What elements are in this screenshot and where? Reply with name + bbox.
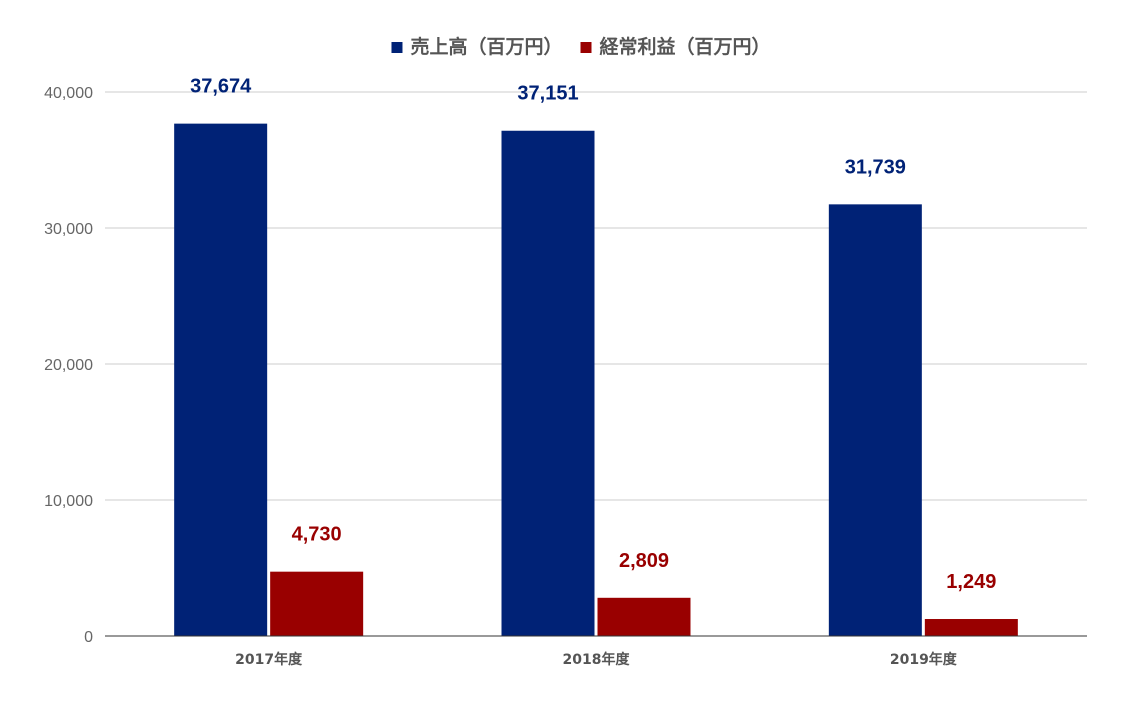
legend-label: 売上高（百万円）	[410, 35, 562, 58]
x-axis: 2017年度 2018年度 2019年度	[235, 651, 958, 668]
y-tick-label: 30,000	[44, 221, 93, 238]
grid	[105, 91, 1087, 501]
data-label: 37,151	[517, 83, 578, 105]
bar	[270, 571, 364, 636]
data-label: 31,739	[845, 156, 906, 178]
y-tick-label: 40,000	[44, 85, 93, 102]
y-axis: 0 10,000 20,000 30,000 40,000	[44, 85, 93, 646]
legend: 売上高（百万円） 経常利益（百万円）	[391, 35, 771, 58]
legend-label: 経常利益（百万円）	[600, 35, 771, 58]
data-label: 1,249	[946, 571, 996, 593]
data-label: 2,809	[619, 550, 669, 572]
x-tick-label: 2018年度	[563, 651, 631, 668]
bar	[501, 130, 595, 636]
data-label: 37,674	[190, 76, 252, 98]
bar	[828, 204, 922, 636]
x-tick-label: 2017年度	[235, 651, 303, 668]
legend-item: 売上高（百万円）	[391, 35, 563, 58]
y-tick-label: 20,000	[44, 357, 93, 374]
y-tick-label: 10,000	[44, 493, 93, 510]
legend-swatch	[391, 42, 403, 53]
y-tick-label: 0	[84, 629, 93, 646]
legend-swatch	[580, 42, 592, 53]
x-tick-label: 2019年度	[890, 651, 958, 668]
legend-item: 経常利益（百万円）	[580, 35, 771, 58]
bar	[924, 619, 1018, 636]
bar	[597, 597, 691, 636]
data-labels: 37,674 4,730 37,151 2,809 31,739 1,249	[190, 76, 996, 593]
data-label: 4,730	[292, 524, 342, 546]
bars	[174, 123, 1018, 636]
bar	[174, 123, 268, 636]
